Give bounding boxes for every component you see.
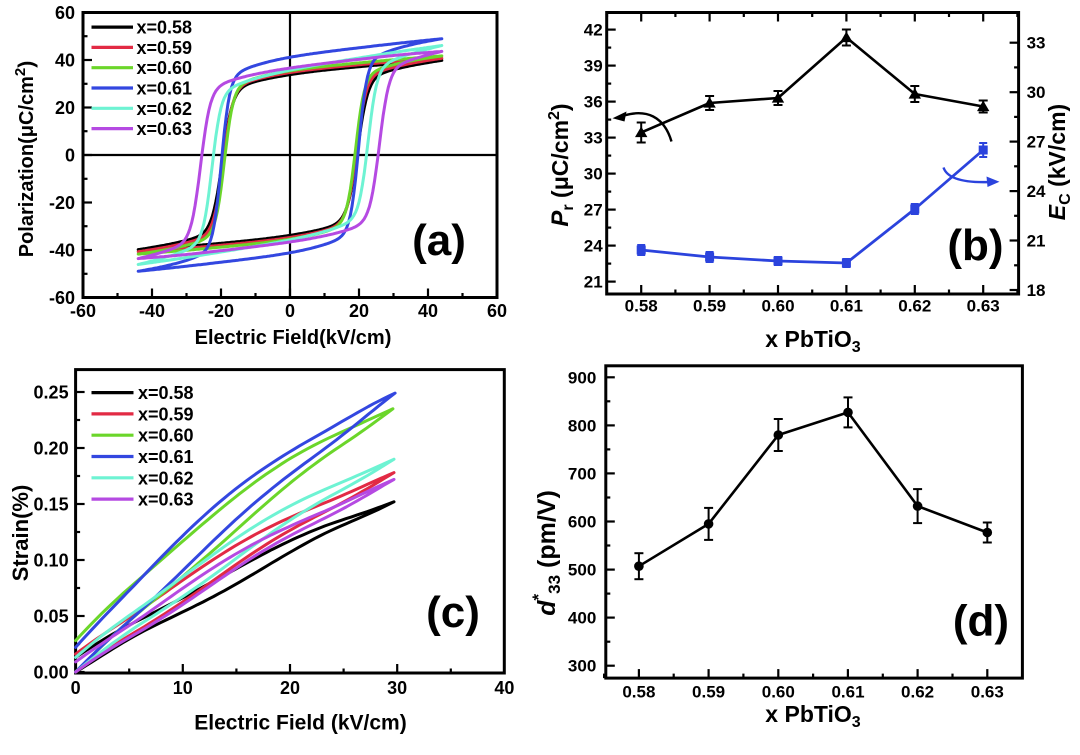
svg-text:Electric Field (kV/cm): Electric Field (kV/cm) [194,712,406,735]
svg-text:20: 20 [55,98,75,118]
svg-text:Electric Field(kV/cm): Electric Field(kV/cm) [195,327,392,349]
svg-text:0.61: 0.61 [831,683,864,702]
svg-text:700: 700 [568,464,596,483]
svg-text:x=0.62: x=0.62 [137,99,193,119]
svg-text:30: 30 [1027,83,1046,102]
svg-text:0.62: 0.62 [898,297,931,316]
svg-text:EC (kV/cm): EC (kV/cm) [1044,104,1074,220]
svg-text:x=0.60: x=0.60 [138,426,194,446]
svg-text:27: 27 [584,201,603,220]
svg-text:20: 20 [280,678,300,698]
svg-text:-40: -40 [49,241,75,261]
svg-text:33: 33 [584,129,603,148]
svg-text:(a): (a) [412,216,466,265]
svg-text:0.60: 0.60 [761,297,794,316]
svg-text:Polarization(μC/cm2): Polarization(μC/cm2) [12,61,38,258]
svg-text:x=0.61: x=0.61 [137,79,193,99]
svg-text:40: 40 [55,51,75,71]
svg-text:-20: -20 [49,193,75,213]
svg-text:60: 60 [55,3,75,23]
svg-text:0.61: 0.61 [830,297,863,316]
svg-text:27: 27 [1027,133,1046,152]
svg-text:(b): (b) [947,221,1003,270]
svg-text:d*33 (pm/V): d*33 (pm/V) [529,490,564,616]
svg-text:36: 36 [584,93,603,112]
svg-text:0: 0 [71,678,81,698]
svg-text:0.63: 0.63 [971,683,1004,702]
svg-text:42: 42 [584,21,603,40]
svg-text:-60: -60 [70,301,96,321]
svg-text:0.15: 0.15 [34,495,69,515]
svg-text:39: 39 [584,57,603,76]
svg-text:-20: -20 [208,301,234,321]
svg-text:x PbTiO3: x PbTiO3 [765,701,861,731]
svg-text:21: 21 [1027,232,1046,251]
svg-text:0.58: 0.58 [622,683,655,702]
svg-text:(d): (d) [953,597,1009,646]
svg-text:-40: -40 [139,301,165,321]
svg-text:x=0.59: x=0.59 [138,404,194,424]
svg-text:21: 21 [584,273,603,292]
svg-text:60: 60 [487,301,507,321]
svg-text:600: 600 [568,513,596,532]
svg-text:(c): (c) [426,588,480,637]
svg-text:30: 30 [584,165,603,184]
svg-text:30: 30 [387,678,407,698]
svg-text:800: 800 [568,416,596,435]
svg-text:40: 40 [494,678,514,698]
svg-text:Strain(%): Strain(%) [8,485,33,582]
svg-text:x=0.59: x=0.59 [137,38,193,58]
svg-text:x=0.58: x=0.58 [138,383,194,403]
svg-text:40: 40 [418,301,438,321]
svg-text:0.62: 0.62 [901,683,934,702]
svg-text:x=0.62: x=0.62 [138,468,194,488]
svg-text:x PbTiO3: x PbTiO3 [765,326,861,356]
svg-text:300: 300 [568,657,596,676]
svg-text:0: 0 [65,146,75,166]
svg-text:0.05: 0.05 [34,607,69,627]
svg-text:x=0.60: x=0.60 [137,58,193,78]
svg-text:400: 400 [568,609,596,628]
svg-text:0.59: 0.59 [693,297,726,316]
svg-text:0.00: 0.00 [34,663,69,683]
svg-text:24: 24 [1027,182,1046,201]
svg-text:500: 500 [568,561,596,580]
svg-text:0.25: 0.25 [34,383,69,403]
svg-text:0.20: 0.20 [34,439,69,459]
svg-text:x=0.63: x=0.63 [138,490,194,510]
svg-text:0: 0 [285,301,295,321]
svg-text:24: 24 [584,237,603,256]
svg-text:0.58: 0.58 [625,297,658,316]
svg-text:10: 10 [173,678,193,698]
svg-text:0.10: 0.10 [34,551,69,571]
svg-text:x=0.63: x=0.63 [137,119,193,139]
svg-text:20: 20 [349,301,369,321]
svg-text:Pr (μC/cm2): Pr (μC/cm2) [546,103,577,226]
svg-text:0.60: 0.60 [762,683,795,702]
svg-text:0.63: 0.63 [967,297,1000,316]
svg-text:x=0.58: x=0.58 [137,18,193,38]
svg-text:-60: -60 [49,288,75,308]
svg-text:900: 900 [568,368,596,387]
svg-text:x=0.61: x=0.61 [138,447,194,467]
svg-text:33: 33 [1027,34,1046,53]
svg-text:18: 18 [1027,281,1046,300]
svg-text:0.59: 0.59 [692,683,725,702]
